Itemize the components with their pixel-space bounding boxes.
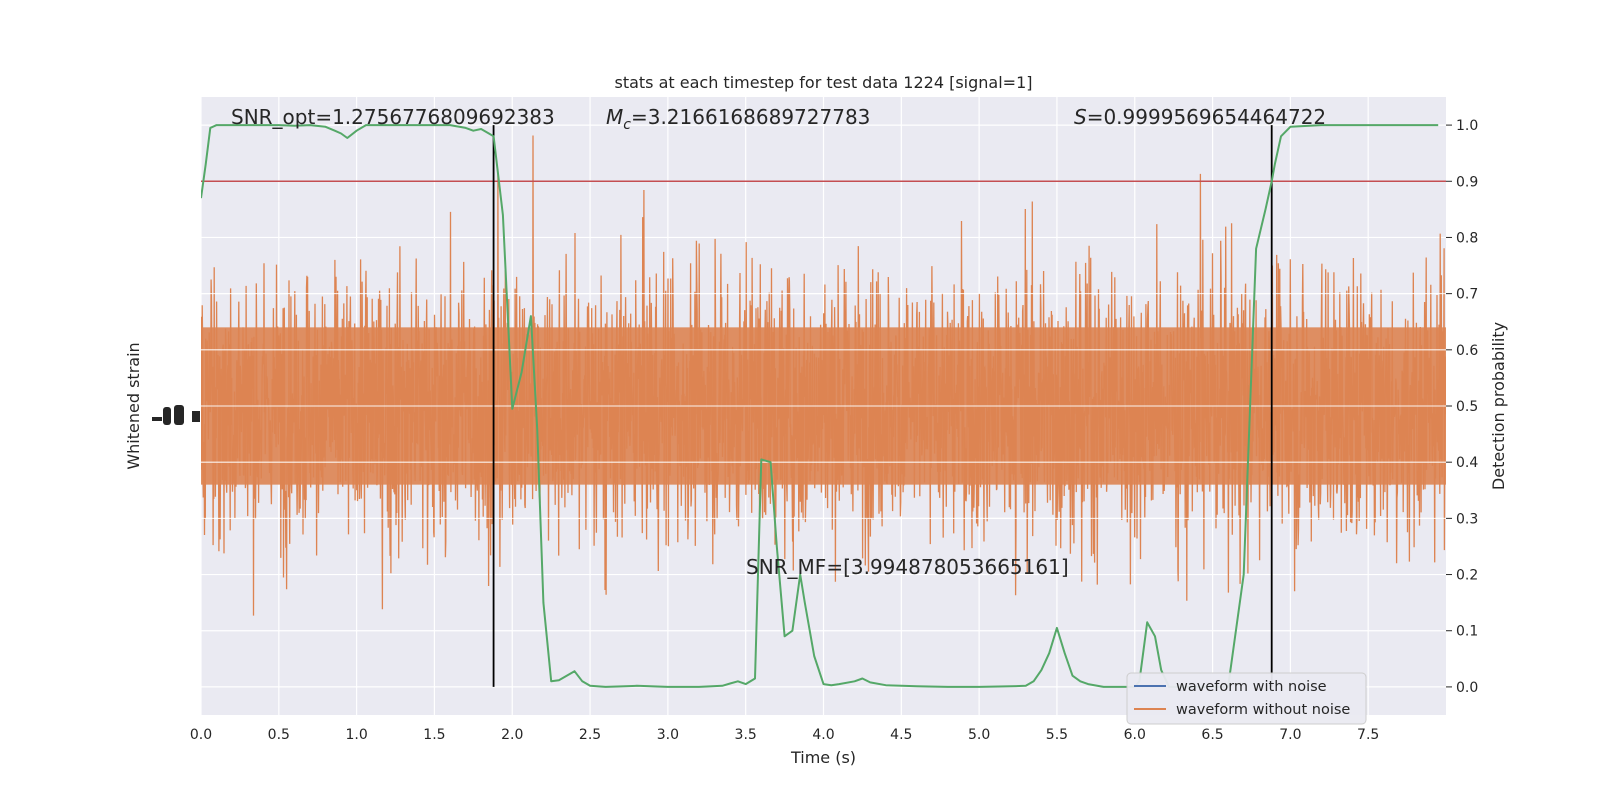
y-axis-label-left: Whitened strain [124,342,143,469]
x-tick-label: 3.0 [657,727,679,743]
x-tick-label: 3.5 [735,727,757,743]
legend-label-clean: waveform without noise [1176,702,1350,718]
y-tick-label: 0.9 [1456,174,1478,190]
y-tick-label: 0.8 [1456,230,1478,246]
y-tick-label: 0.7 [1456,287,1478,303]
y-tick-label: 0.5 [1456,399,1478,415]
vertical-markers [492,125,1273,687]
y-tick-label: 0.0 [1456,680,1478,696]
y-axis-label-right: Detection probability [1489,322,1508,490]
left-axis-glyphs [152,405,200,425]
probability-line [201,124,1439,688]
x-tick-labels: 0.0 0.5 1.0 1.5 2.0 2.5 3.0 3.5 4.0 4.5 5.0 5.5 6.0 6… [190,727,1379,743]
x-tick-label: 5.0 [968,727,990,743]
chart-title: stats at each timestep for test data 122… [614,73,1032,92]
y-tick-label: 0.3 [1456,511,1478,527]
x-tick-label: 2.5 [579,727,601,743]
x-axis-label: Time (s) [790,748,856,767]
y-tick-label: 0.2 [1456,568,1478,584]
x-tick-label: 0.5 [268,727,290,743]
x-tick-label: 5.5 [1046,727,1068,743]
y-tick-labels-right: 0.0 0.1 0.2 0.3 0.4 0.5 0.6 0.7 0.8 0.9 1.0 [1446,118,1478,696]
x-tick-label: 1.0 [345,727,367,743]
chirp-mass-annotation: Mc=3.2166168689727783 [606,105,870,133]
s-annotation: S=0.9999569654464722 [1074,105,1326,129]
x-tick-label: 7.0 [1279,727,1301,743]
legend: waveform with noise waveform without noi… [1126,672,1367,725]
x-tick-label: 1.5 [423,727,445,743]
snr-mf-annotation: SNR_MF=[3.994878053665161] [746,555,1069,579]
x-tick-label: 7.5 [1357,727,1379,743]
x-tick-label: 0.0 [190,727,212,743]
x-tick-label: 4.5 [890,727,912,743]
y-tick-label: 0.6 [1456,343,1478,359]
x-tick-label: 4.0 [812,727,834,743]
legend-box [1126,672,1367,725]
legend-label-noise: waveform with noise [1176,679,1327,695]
y-tick-label: 0.4 [1456,455,1478,471]
y-tick-label: 1.0 [1456,118,1478,134]
x-tick-label: 6.0 [1124,727,1146,743]
strain-series [201,135,1446,616]
x-tick-label: 2.0 [501,727,523,743]
snr-opt-annotation: SNR_opt=1.2756776809692383 [231,105,555,129]
y-tick-label: 0.1 [1456,624,1478,640]
x-tick-label: 6.5 [1201,727,1223,743]
probability-series [201,124,1439,688]
